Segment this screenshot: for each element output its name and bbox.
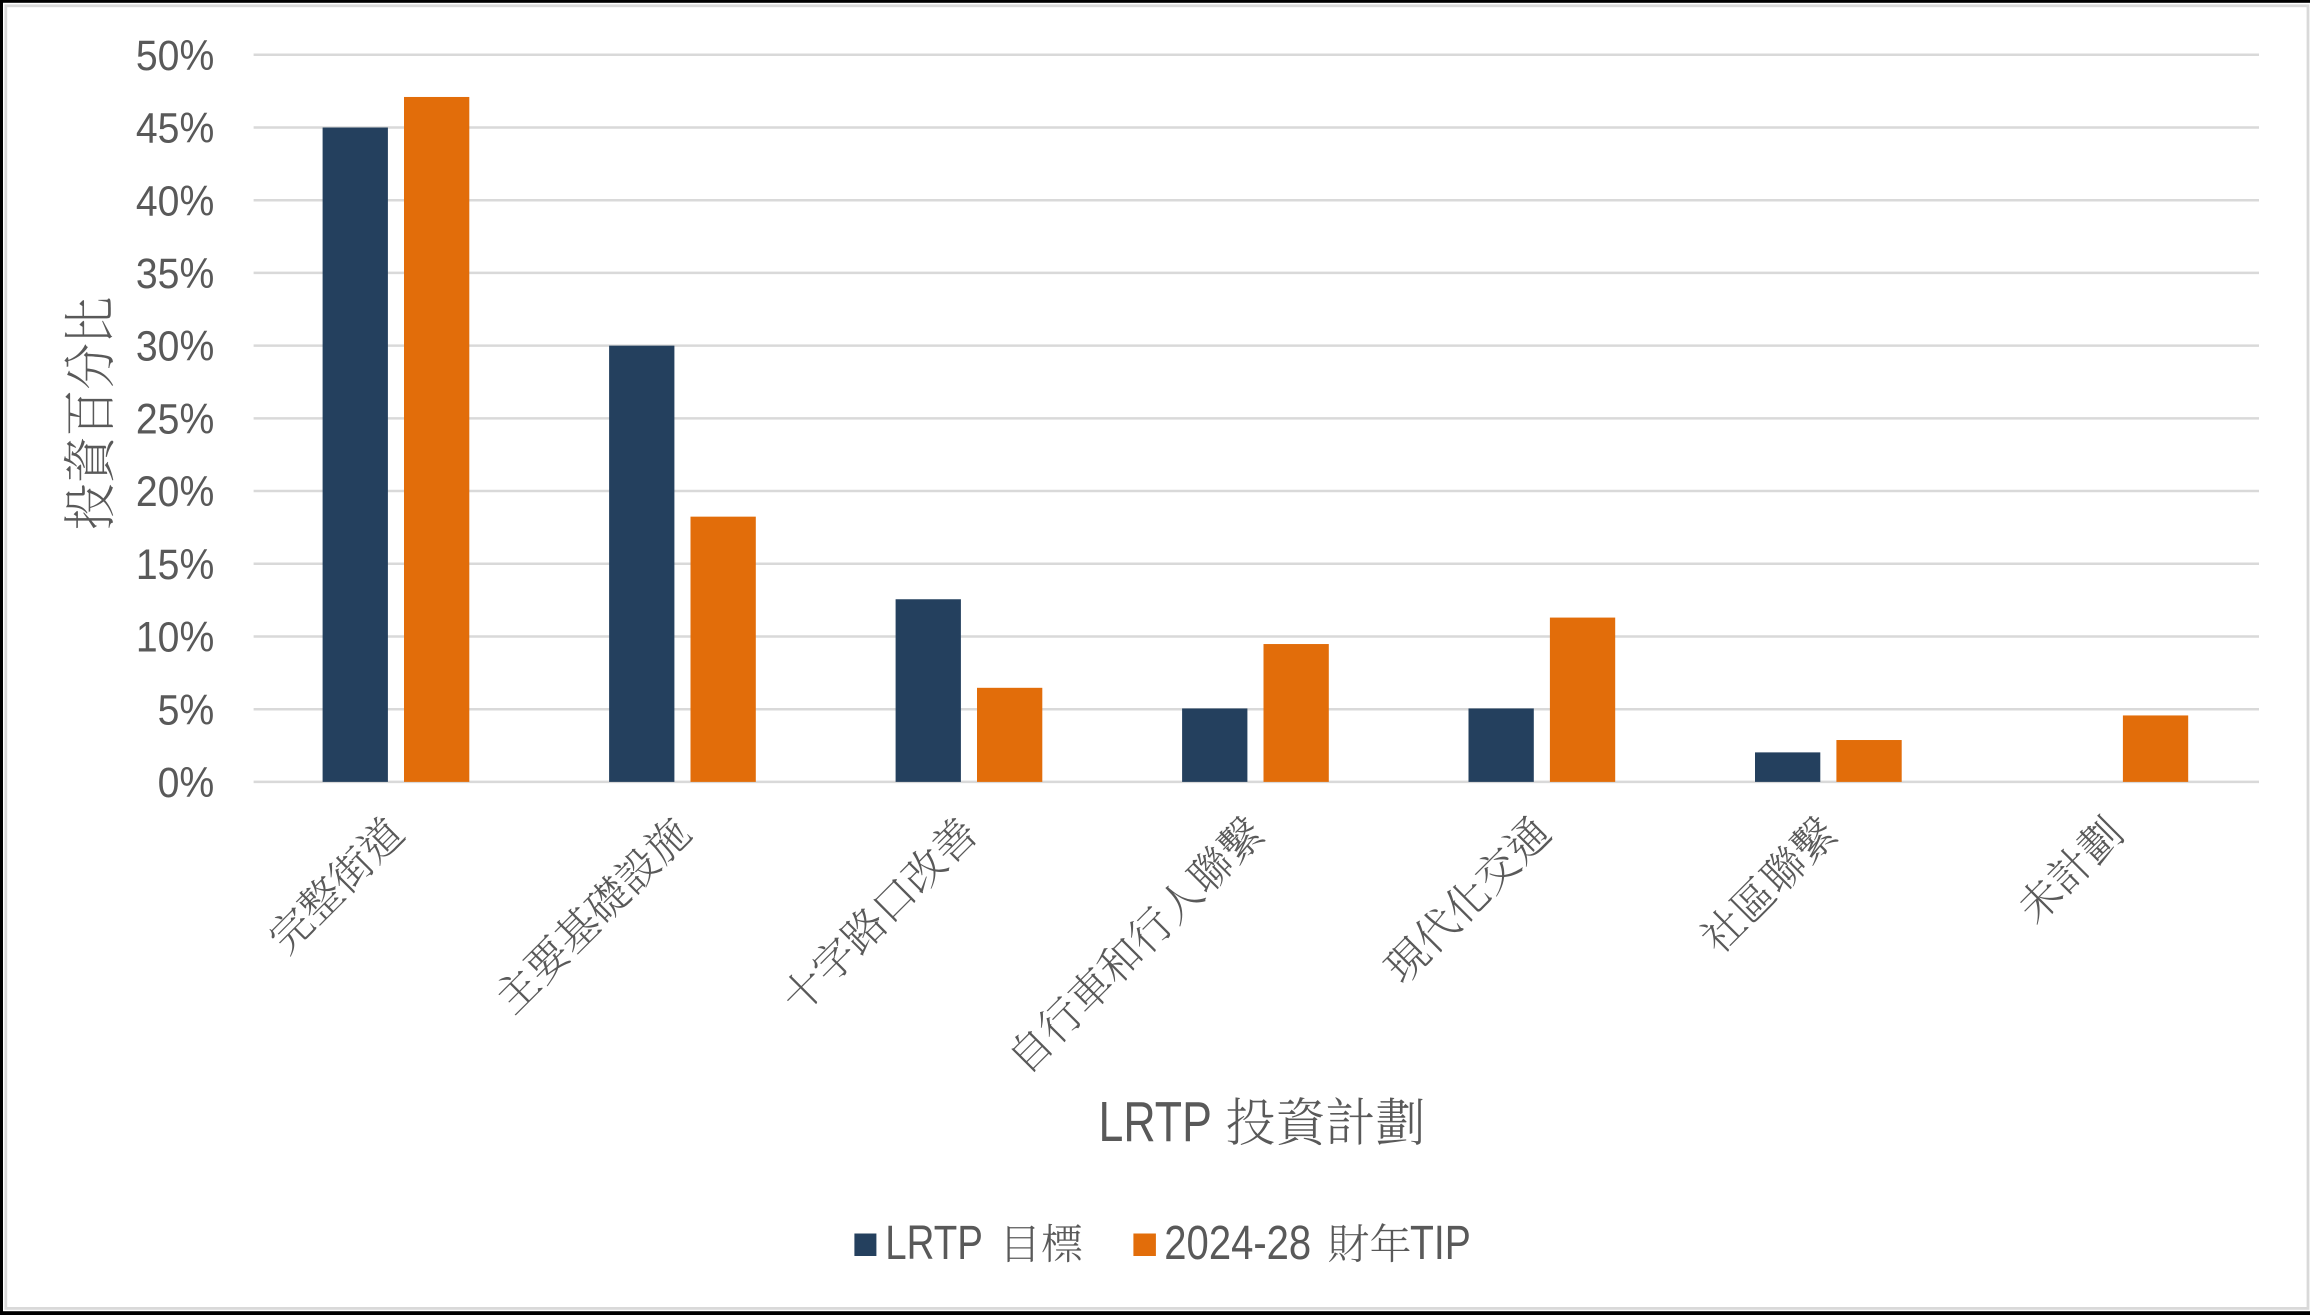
svg-text:50%: 50% [136, 32, 214, 80]
svg-text:20%: 20% [136, 468, 214, 516]
svg-text:35%: 35% [136, 250, 214, 298]
svg-text:0%: 0% [158, 759, 215, 807]
svg-text:LRTP: LRTP [1099, 1090, 1212, 1153]
svg-text:10%: 10% [136, 614, 214, 662]
svg-text:2024-28: 2024-28 [1164, 1217, 1311, 1270]
svg-text:15%: 15% [136, 541, 214, 589]
svg-text:LRTP: LRTP [885, 1217, 983, 1270]
svg-text:TIP: TIP [1410, 1217, 1471, 1270]
svg-text:45%: 45% [136, 105, 214, 153]
svg-text:5%: 5% [158, 686, 215, 734]
svg-text:25%: 25% [136, 395, 214, 443]
svg-text:40%: 40% [136, 177, 214, 225]
svg-text:30%: 30% [136, 323, 214, 371]
